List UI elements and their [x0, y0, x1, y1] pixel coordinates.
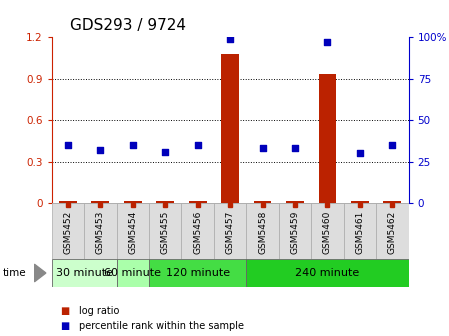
Text: 240 minute: 240 minute	[295, 268, 360, 278]
Text: GSM5454: GSM5454	[128, 210, 137, 254]
Bar	[286, 201, 304, 203]
Text: GSM5453: GSM5453	[96, 210, 105, 254]
Bar	[383, 201, 401, 203]
Text: log ratio: log ratio	[79, 306, 119, 316]
Text: GSM5459: GSM5459	[291, 210, 299, 254]
Bar	[181, 203, 214, 259]
Point	[389, 142, 396, 148]
Text: percentile rank within the sample: percentile rank within the sample	[79, 321, 243, 331]
Point	[226, 36, 233, 41]
Bar	[247, 259, 409, 287]
Bar	[52, 203, 84, 259]
Bar	[149, 203, 181, 259]
Bar	[149, 259, 247, 287]
Point	[357, 151, 364, 156]
Bar	[221, 53, 239, 203]
Bar	[311, 203, 343, 259]
Text: GSM5460: GSM5460	[323, 210, 332, 254]
Text: GSM5452: GSM5452	[63, 210, 72, 254]
Polygon shape	[35, 264, 46, 282]
Bar	[214, 203, 247, 259]
Bar	[84, 203, 117, 259]
Text: GSM5458: GSM5458	[258, 210, 267, 254]
Bar	[318, 74, 336, 203]
Bar	[189, 201, 207, 203]
Text: 30 minute: 30 minute	[56, 268, 113, 278]
Point	[129, 142, 136, 148]
Point	[291, 146, 299, 151]
Point	[194, 142, 201, 148]
Bar	[52, 259, 117, 287]
Text: GSM5456: GSM5456	[193, 210, 202, 254]
Point	[259, 146, 266, 151]
Point	[162, 149, 169, 155]
Point	[324, 39, 331, 45]
Text: GSM5461: GSM5461	[356, 210, 365, 254]
Text: GSM5462: GSM5462	[388, 210, 397, 254]
Bar	[59, 201, 77, 203]
Bar	[247, 203, 279, 259]
Bar	[92, 201, 109, 203]
Point	[64, 142, 71, 148]
Bar	[124, 201, 142, 203]
Text: 60 minute: 60 minute	[104, 268, 161, 278]
Text: 120 minute: 120 minute	[166, 268, 230, 278]
Bar	[351, 201, 369, 203]
Text: GSM5455: GSM5455	[161, 210, 170, 254]
Bar	[156, 201, 174, 203]
Text: GDS293 / 9724: GDS293 / 9724	[70, 18, 185, 34]
Bar	[376, 203, 409, 259]
Bar	[117, 203, 149, 259]
Text: GSM5457: GSM5457	[225, 210, 235, 254]
Bar	[279, 203, 311, 259]
Bar	[117, 259, 149, 287]
Text: ■: ■	[61, 306, 70, 316]
Text: time: time	[2, 268, 26, 278]
Bar	[254, 201, 272, 203]
Bar	[343, 203, 376, 259]
Text: ■: ■	[61, 321, 70, 331]
Point	[97, 148, 104, 153]
